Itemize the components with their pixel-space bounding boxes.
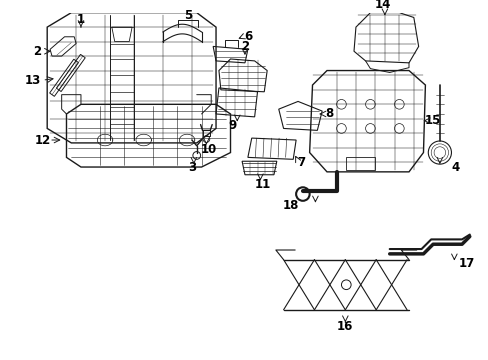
Text: 18: 18 <box>283 199 299 212</box>
Text: 2: 2 <box>33 45 41 58</box>
Text: 13: 13 <box>24 74 41 87</box>
Text: 14: 14 <box>374 0 390 12</box>
Text: 9: 9 <box>228 119 236 132</box>
Text: 4: 4 <box>450 161 459 174</box>
Text: 3: 3 <box>187 161 196 174</box>
Text: 7: 7 <box>296 156 305 169</box>
Text: 16: 16 <box>336 320 353 333</box>
Text: 17: 17 <box>458 257 474 270</box>
Text: 8: 8 <box>324 108 332 121</box>
Text: 1: 1 <box>77 13 85 26</box>
Text: 5: 5 <box>183 9 192 22</box>
Text: 12: 12 <box>34 134 50 147</box>
Text: 2: 2 <box>241 40 248 53</box>
Text: 15: 15 <box>424 114 440 127</box>
Text: 6: 6 <box>243 30 251 43</box>
Text: 10: 10 <box>201 143 217 156</box>
Text: 11: 11 <box>254 178 270 191</box>
